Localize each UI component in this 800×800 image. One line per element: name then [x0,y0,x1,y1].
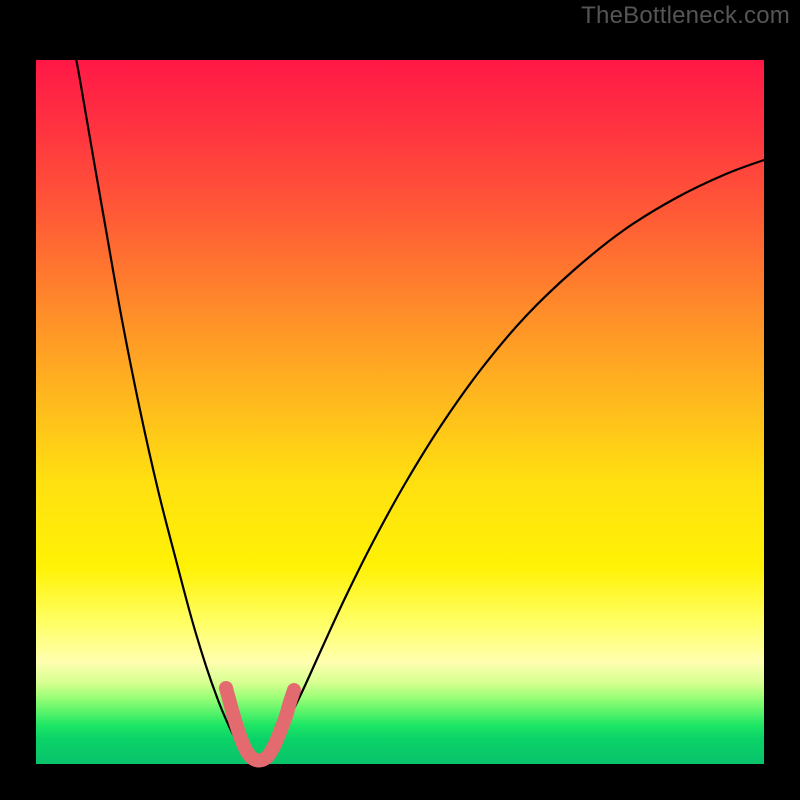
plot-background [36,60,764,764]
watermark-text: TheBottleneck.com [581,2,790,30]
chart-frame: TheBottleneck.com [0,0,800,800]
bottleneck-curve-chart [0,0,800,800]
